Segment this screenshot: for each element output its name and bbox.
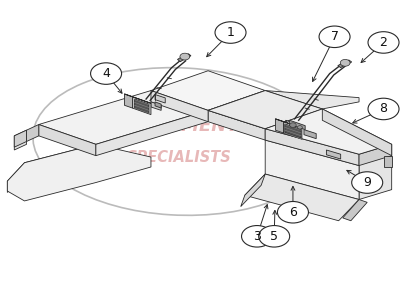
Polygon shape xyxy=(338,61,349,68)
Circle shape xyxy=(368,98,399,120)
Polygon shape xyxy=(151,71,265,110)
Polygon shape xyxy=(124,94,133,108)
Polygon shape xyxy=(342,60,352,66)
Circle shape xyxy=(297,126,302,129)
Polygon shape xyxy=(96,110,208,156)
Polygon shape xyxy=(7,144,151,201)
Circle shape xyxy=(319,26,350,48)
Circle shape xyxy=(180,53,190,60)
Circle shape xyxy=(352,172,383,193)
Polygon shape xyxy=(39,91,208,144)
Polygon shape xyxy=(343,200,367,221)
Polygon shape xyxy=(384,156,392,167)
Text: 6: 6 xyxy=(289,206,297,219)
Polygon shape xyxy=(326,150,341,159)
Polygon shape xyxy=(182,54,191,60)
Circle shape xyxy=(91,63,122,84)
Text: 2: 2 xyxy=(379,36,388,49)
Circle shape xyxy=(259,226,290,247)
Polygon shape xyxy=(275,119,302,128)
Polygon shape xyxy=(14,130,27,147)
Circle shape xyxy=(277,201,308,223)
Circle shape xyxy=(340,59,350,66)
Text: 7: 7 xyxy=(330,30,339,43)
Polygon shape xyxy=(151,91,208,122)
Text: 8: 8 xyxy=(379,102,388,115)
Polygon shape xyxy=(177,54,188,62)
Polygon shape xyxy=(24,144,96,174)
Polygon shape xyxy=(290,120,305,130)
Polygon shape xyxy=(39,125,96,156)
Text: EQUIPMENT: EQUIPMENT xyxy=(120,117,239,135)
Text: 9: 9 xyxy=(363,176,371,189)
Polygon shape xyxy=(241,174,265,207)
Circle shape xyxy=(368,32,399,53)
Text: 1: 1 xyxy=(226,26,235,39)
Polygon shape xyxy=(7,163,24,192)
Polygon shape xyxy=(359,144,392,200)
Polygon shape xyxy=(285,124,301,138)
Polygon shape xyxy=(265,109,392,154)
Text: 3: 3 xyxy=(253,230,261,243)
Polygon shape xyxy=(208,110,265,140)
Polygon shape xyxy=(265,129,359,166)
Polygon shape xyxy=(14,130,27,150)
Polygon shape xyxy=(27,125,39,142)
Text: SPECIALISTS: SPECIALISTS xyxy=(127,149,232,165)
Polygon shape xyxy=(133,97,151,115)
Polygon shape xyxy=(245,174,359,221)
Polygon shape xyxy=(265,91,359,109)
Polygon shape xyxy=(322,109,392,156)
Polygon shape xyxy=(151,102,161,110)
Circle shape xyxy=(215,22,246,43)
Polygon shape xyxy=(135,99,149,113)
Polygon shape xyxy=(286,120,298,131)
Polygon shape xyxy=(208,91,322,129)
Polygon shape xyxy=(208,91,322,129)
Polygon shape xyxy=(359,144,392,166)
Polygon shape xyxy=(284,122,302,139)
Polygon shape xyxy=(275,119,284,133)
Polygon shape xyxy=(265,140,359,200)
Circle shape xyxy=(242,226,273,247)
Polygon shape xyxy=(304,130,316,139)
Polygon shape xyxy=(155,95,165,103)
Polygon shape xyxy=(155,102,161,108)
Circle shape xyxy=(290,123,296,127)
Text: 4: 4 xyxy=(102,67,110,80)
Polygon shape xyxy=(124,94,151,103)
Text: 5: 5 xyxy=(270,230,278,243)
